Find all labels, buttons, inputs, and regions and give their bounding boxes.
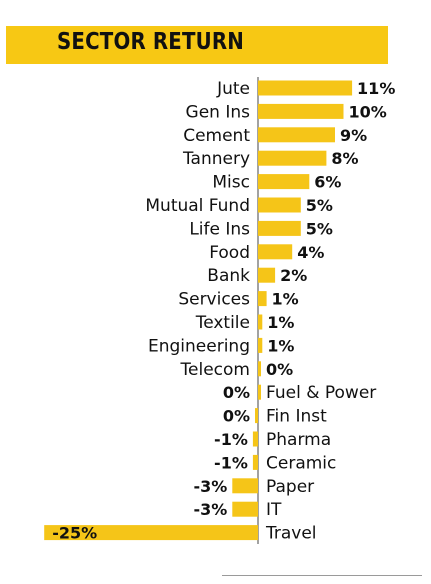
value-label: 11% xyxy=(357,79,395,98)
value-label: 4% xyxy=(297,243,324,262)
category-label: Fuel & Power xyxy=(266,383,376,403)
value-label: 9% xyxy=(340,126,367,145)
value-label: 2% xyxy=(280,266,307,285)
value-label: -3% xyxy=(194,500,228,519)
bottom-rule xyxy=(222,575,422,576)
category-label: Pharma xyxy=(266,430,331,450)
value-label: 8% xyxy=(331,149,358,168)
category-label: Paper xyxy=(266,477,314,497)
bar-services xyxy=(258,291,267,307)
value-label: 0% xyxy=(223,383,250,402)
bar-food xyxy=(258,244,293,260)
value-label: 10% xyxy=(349,102,387,121)
bar-fin-inst xyxy=(255,408,258,424)
value-label: 0% xyxy=(223,407,250,426)
category-label: Textile xyxy=(195,313,250,333)
bar-engineering xyxy=(258,337,263,353)
category-label: Fin Inst xyxy=(266,407,327,427)
bar-gen-ins xyxy=(258,103,344,119)
category-label: Mutual Fund xyxy=(145,196,250,216)
bar-tannery xyxy=(258,150,327,166)
category-label: Telecom xyxy=(180,360,250,380)
category-label: Travel xyxy=(265,524,317,544)
bar-mutual-fund xyxy=(258,197,301,213)
category-label: IT xyxy=(266,500,282,520)
category-label: Jute xyxy=(216,79,250,99)
bar-fuel-power xyxy=(258,384,261,400)
category-label: Gen Ins xyxy=(186,102,251,122)
bar-cement xyxy=(258,127,335,143)
category-label: Tannery xyxy=(182,149,250,169)
chart-title: SECTOR RETURN xyxy=(57,29,245,55)
value-label: 1% xyxy=(267,336,294,355)
bar-textile xyxy=(258,314,263,330)
category-label: Ceramic xyxy=(266,453,336,473)
bar-jute xyxy=(258,80,353,96)
bar-travel xyxy=(44,525,259,541)
bar-misc xyxy=(258,174,310,190)
value-label: -25% xyxy=(52,524,97,543)
bar-life-ins xyxy=(258,220,301,236)
bar-paper xyxy=(232,478,258,494)
value-label: 5% xyxy=(306,219,333,238)
title-band xyxy=(6,26,388,64)
value-label: -1% xyxy=(214,453,248,472)
bar-bank xyxy=(258,267,276,283)
category-label: Misc xyxy=(212,173,250,193)
value-label: 5% xyxy=(306,196,333,215)
category-label: Services xyxy=(178,290,250,310)
value-label: -1% xyxy=(214,430,248,449)
bar-pharma xyxy=(252,431,258,447)
category-label: Engineering xyxy=(148,336,250,356)
bar-telecom xyxy=(258,361,261,377)
bar-it xyxy=(232,501,258,517)
category-label: Life Ins xyxy=(189,219,250,239)
value-label: 0% xyxy=(266,360,293,379)
category-label: Food xyxy=(209,243,250,263)
category-label: Bank xyxy=(207,266,250,286)
value-label: -3% xyxy=(194,477,228,496)
category-label: Cement xyxy=(183,126,250,146)
value-label: 1% xyxy=(272,290,299,309)
value-label: 6% xyxy=(314,173,341,192)
value-label: 1% xyxy=(267,313,294,332)
bar-ceramic xyxy=(252,454,258,470)
